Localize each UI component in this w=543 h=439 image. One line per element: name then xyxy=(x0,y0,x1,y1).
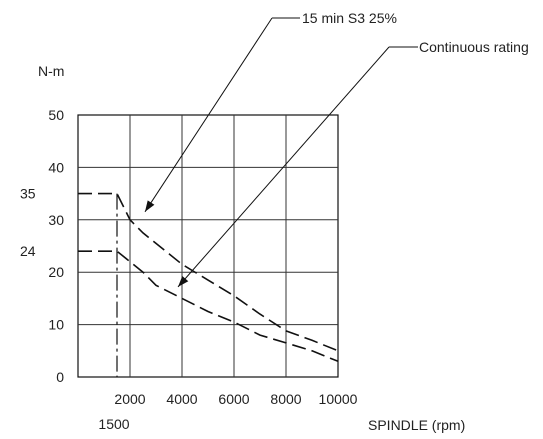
x-tick-label: 6000 xyxy=(218,391,249,407)
x-tick-label: 2000 xyxy=(114,391,145,407)
y-tick-label-extra: 35 xyxy=(20,186,36,202)
y-tick-label: 10 xyxy=(48,317,64,333)
series-line-1 xyxy=(78,250,339,363)
series-line-0 xyxy=(78,192,339,352)
callout-arrowhead-continuous xyxy=(178,276,189,287)
y-tick-label-extra: 24 xyxy=(20,243,36,259)
y-tick-label: 20 xyxy=(48,264,64,280)
callout-leader-15min xyxy=(144,17,273,213)
y-tick-label: 30 xyxy=(48,212,64,228)
chart-grid xyxy=(77,114,339,378)
x-tick-label: 4000 xyxy=(166,391,197,407)
x-tick-label-1500: 1500 xyxy=(98,416,129,432)
y-axis-label: N-m xyxy=(38,63,64,79)
chart-series xyxy=(78,192,339,363)
y-tick-label: 40 xyxy=(48,159,64,175)
chart-ticks: 0 10 20 30 40 50 2000 4000 6000 8000 10000 1500 35 24 xyxy=(20,107,358,432)
y-tick-label: 0 xyxy=(56,369,64,385)
annotation-15min-s3: 15 min S3 25% xyxy=(302,10,397,26)
y-tick-label: 50 xyxy=(48,107,64,123)
x-axis-label: SPINDLE (rpm) xyxy=(368,417,465,433)
callout-leader-continuous xyxy=(177,46,390,288)
x-tick-label: 8000 xyxy=(270,391,301,407)
x-tick-label: 10000 xyxy=(319,391,358,407)
annotation-continuous-rating: Continuous rating xyxy=(419,39,529,55)
callout-arrowhead-15min xyxy=(145,200,155,212)
